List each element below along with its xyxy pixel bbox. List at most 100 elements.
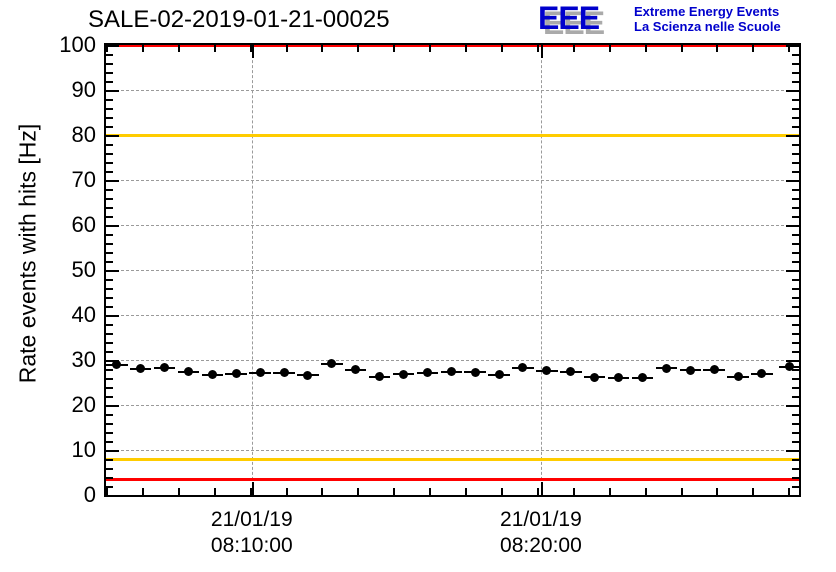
h-gridline bbox=[106, 90, 799, 91]
y-tick-minor bbox=[792, 279, 799, 281]
x-tick-minor bbox=[680, 488, 683, 495]
x-tick-major bbox=[251, 482, 254, 495]
y-tick-major bbox=[786, 225, 799, 227]
y-tick-minor bbox=[792, 297, 799, 299]
x-tick-minor bbox=[536, 45, 539, 52]
data-point bbox=[231, 369, 241, 378]
data-point bbox=[494, 370, 504, 380]
y-tick-label: 80 bbox=[71, 122, 96, 147]
y-tick-minor bbox=[792, 477, 799, 479]
y-tick-minor bbox=[792, 459, 799, 461]
x-tick-major bbox=[540, 482, 543, 495]
y-tick-minor bbox=[106, 387, 113, 389]
h-gridline bbox=[106, 450, 799, 451]
h-gridline bbox=[106, 360, 799, 361]
y-tick-minor bbox=[106, 297, 113, 299]
x-tick-minor bbox=[465, 45, 468, 52]
data-point bbox=[112, 360, 122, 369]
y-tick-minor bbox=[106, 423, 113, 425]
y-tick-minor bbox=[792, 189, 799, 191]
y-tick-major bbox=[106, 180, 119, 182]
y-tick-minor bbox=[792, 468, 799, 470]
x-tick-minor bbox=[177, 488, 180, 495]
y-tick-minor bbox=[792, 108, 799, 110]
v-gridline bbox=[540, 45, 542, 495]
y-tick-minor bbox=[792, 369, 799, 371]
y-tick-minor bbox=[792, 153, 799, 155]
x-tick-minor bbox=[716, 488, 719, 495]
x-tick-minor bbox=[106, 45, 108, 52]
y-tick-minor bbox=[792, 324, 799, 326]
eee-logo-line-2: La Scienza nelle Scuole bbox=[634, 19, 781, 34]
y-tick-minor bbox=[106, 144, 113, 146]
plot-frame bbox=[104, 43, 801, 497]
data-point bbox=[518, 363, 528, 373]
x-tick-minor bbox=[429, 488, 432, 495]
data-point bbox=[136, 364, 146, 374]
y-tick-major bbox=[786, 450, 799, 452]
y-tick-minor bbox=[106, 288, 113, 290]
y-tick-minor bbox=[106, 126, 113, 128]
y-tick-major bbox=[106, 135, 119, 137]
x-tick-label: 21/01/19 08:10:00 bbox=[210, 508, 293, 557]
y-tick-major bbox=[786, 135, 799, 137]
y-tick-minor bbox=[106, 351, 113, 353]
y-tick-label: 90 bbox=[71, 77, 96, 102]
data-point bbox=[399, 369, 408, 379]
y-tick-minor bbox=[792, 252, 799, 254]
data-point bbox=[590, 372, 600, 382]
data-point bbox=[183, 367, 193, 377]
x-tick-minor bbox=[716, 45, 719, 52]
data-point bbox=[733, 372, 743, 382]
plot-area bbox=[106, 45, 799, 495]
y-tick-minor bbox=[106, 207, 113, 209]
h-gridline bbox=[106, 315, 799, 316]
x-tick-minor bbox=[500, 488, 503, 495]
y-tick-minor bbox=[106, 153, 113, 155]
data-point bbox=[661, 363, 671, 373]
y-tick-minor bbox=[792, 306, 799, 308]
y-tick-minor bbox=[792, 81, 799, 83]
y-tick-minor bbox=[106, 234, 113, 236]
x-tick-minor bbox=[141, 488, 144, 495]
x-tick-minor bbox=[608, 45, 611, 52]
y-tick-label: 50 bbox=[71, 257, 96, 282]
y-tick-minor bbox=[106, 432, 113, 434]
y-tick-minor bbox=[106, 279, 113, 281]
data-point bbox=[446, 367, 456, 377]
x-tick-minor bbox=[321, 488, 324, 495]
y-tick-minor bbox=[792, 378, 799, 380]
threshold-line-upper-alarm bbox=[106, 45, 799, 47]
y-tick-major bbox=[786, 315, 799, 317]
y-tick-minor bbox=[106, 99, 113, 101]
data-point bbox=[637, 373, 647, 383]
x-tick-minor bbox=[177, 45, 180, 52]
x-tick-label: 21/01/19 08:20:00 bbox=[500, 508, 582, 557]
x-tick-minor bbox=[213, 488, 216, 495]
x-tick-minor bbox=[249, 45, 252, 52]
data-point bbox=[255, 368, 265, 378]
y-tick-minor bbox=[106, 162, 113, 164]
y-tick-minor bbox=[792, 162, 799, 164]
x-tick-minor bbox=[249, 488, 252, 495]
y-tick-minor bbox=[792, 234, 799, 236]
x-tick-minor bbox=[680, 45, 683, 52]
threshold-line-lower-warning bbox=[106, 457, 799, 461]
y-tick-minor bbox=[792, 351, 799, 353]
y-tick-major bbox=[106, 450, 119, 452]
eee-logo-text: Extreme Energy Events La Scienza nelle S… bbox=[634, 4, 781, 34]
y-tick-minor bbox=[792, 414, 799, 416]
y-tick-minor bbox=[792, 54, 799, 56]
x-tick-minor bbox=[106, 488, 108, 495]
x-tick-minor bbox=[788, 45, 791, 52]
x-tick-minor bbox=[141, 45, 144, 52]
data-point bbox=[614, 373, 624, 383]
y-tick-minor bbox=[792, 396, 799, 398]
y-tick-label: 30 bbox=[71, 347, 96, 372]
data-point bbox=[566, 367, 576, 377]
x-tick-minor bbox=[644, 45, 647, 52]
eee-logo-mark-shadow: EEE bbox=[543, 5, 605, 41]
x-tick-minor bbox=[393, 45, 396, 52]
data-point bbox=[542, 366, 552, 376]
data-point bbox=[757, 369, 767, 378]
